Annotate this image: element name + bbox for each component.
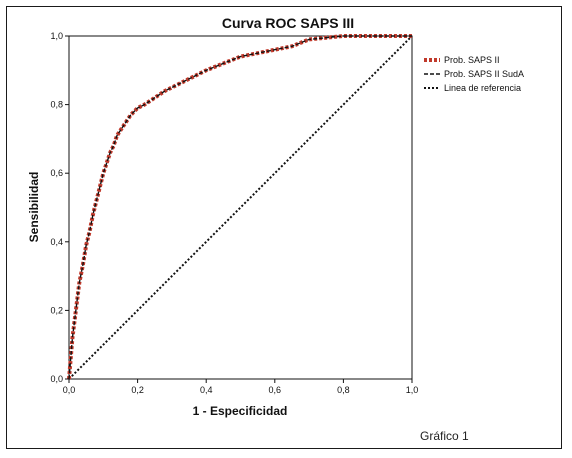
y-tick-label: 1,0 — [50, 31, 63, 41]
x-tick-label: 0,2 — [131, 385, 144, 395]
y-axis-ticks: 0,0 0,2 0,4 0,6 0,8 1,0 — [50, 31, 69, 384]
y-tick-label: 0,4 — [50, 237, 63, 247]
series-line-1 — [68, 35, 412, 380]
y-tick-label: 0,6 — [50, 168, 63, 178]
figure-caption: Gráfico 1 — [420, 429, 469, 443]
legend-label-1: Prob. SAPS II SudA — [444, 69, 524, 79]
x-tick-label: 0,8 — [337, 385, 350, 395]
y-tick-label: 0,0 — [50, 374, 63, 384]
y-tick-label: 0,8 — [50, 100, 63, 110]
y-axis-title: Sensibilidad — [27, 172, 41, 243]
legend: Prob. SAPS II Prob. SAPS II SudA Linea de … — [424, 55, 524, 93]
legend-label-2: Linea de referencia — [444, 83, 521, 93]
legend-label-0: Prob. SAPS II — [444, 55, 500, 65]
y-tick-label: 0,2 — [50, 305, 63, 315]
x-tick-label: 1,0 — [406, 385, 419, 395]
x-axis-title: 1 - Especificidad — [193, 404, 288, 418]
series-line-2 — [68, 35, 413, 380]
x-axis-ticks: 0,0 0,2 0,4 0,6 0,8 1,0 — [63, 379, 419, 395]
series-layer — [67, 34, 413, 380]
x-tick-label: 0,4 — [200, 385, 213, 395]
x-tick-label: 0,0 — [63, 385, 76, 395]
chart-title: Curva ROC SAPS III — [222, 15, 354, 31]
x-tick-label: 0,6 — [269, 385, 282, 395]
